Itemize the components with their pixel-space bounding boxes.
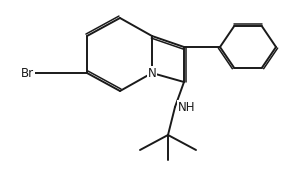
Text: Br: Br [21,67,34,79]
Text: NH: NH [178,100,195,113]
Text: N: N [148,67,156,79]
